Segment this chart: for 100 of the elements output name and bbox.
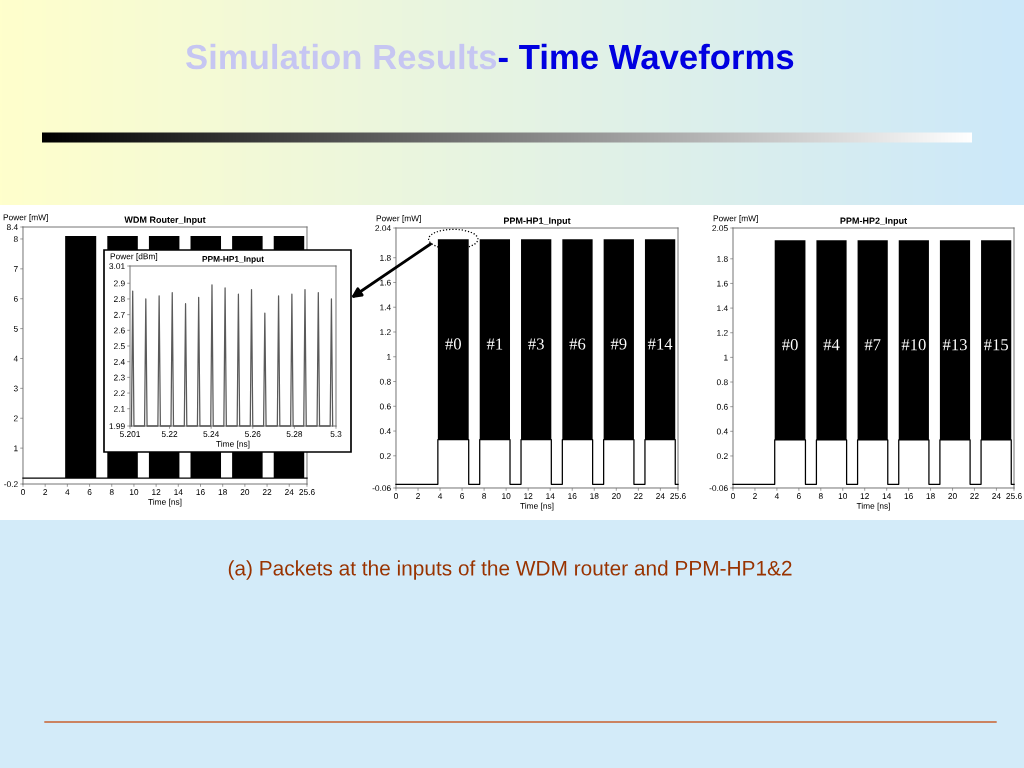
- x-tick-label: 0: [394, 493, 398, 499]
- y-tick-label: 7: [13, 266, 18, 272]
- y-axis-title: Power [mW]: [713, 215, 758, 223]
- y-tick-label: 1: [724, 354, 728, 361]
- y-tick-label: 0.8: [716, 379, 728, 386]
- annotation: #10: [901, 339, 926, 351]
- y-tick-label: 2.05: [712, 225, 728, 232]
- x-tick-label: 25.6: [1006, 493, 1022, 499]
- x-tick-label: 2: [753, 493, 757, 499]
- x-tick-label: 20: [948, 493, 957, 499]
- x-tick-label: 4: [437, 493, 443, 499]
- x-tick-label: 14: [882, 493, 892, 499]
- y-tick-label: 1.4: [380, 304, 391, 311]
- annotation: #15: [983, 339, 1009, 351]
- x-tick-label: 10: [838, 493, 848, 499]
- y-tick-label: 0.8: [379, 378, 391, 385]
- y-tick-label: 1.4: [717, 305, 728, 312]
- y-tick-label: 2.8: [113, 296, 125, 303]
- y-tick-label: 1.2: [717, 329, 728, 336]
- x-tick-label: 16: [196, 489, 205, 495]
- annotation: #7: [864, 339, 881, 351]
- x-tick-label: 25.6: [299, 489, 315, 495]
- x-tick-label: 22: [634, 493, 643, 499]
- x-tick-label: 5.26: [244, 431, 261, 437]
- y-axis-title: Power [dBm]: [110, 253, 158, 261]
- x-tick-label: 5.24: [203, 431, 220, 437]
- x-tick-label: 5.22: [161, 431, 178, 437]
- y-tick-label: 0.6: [379, 403, 391, 410]
- chart-title: WDM Router_Input: [124, 216, 206, 225]
- y-tick-label: 1.6: [717, 280, 728, 287]
- y-tick-label: 2: [13, 415, 18, 422]
- x-tick-label: 6: [796, 493, 801, 499]
- x-tick-label: 20: [612, 493, 621, 499]
- y-tick-label: 2.6: [113, 327, 125, 334]
- y-tick-label: 1.8: [717, 256, 728, 262]
- x-tick-label: 22: [970, 493, 979, 499]
- y-tick-label: -0.06: [709, 485, 728, 492]
- y-tick-label: 1.8: [380, 254, 391, 261]
- x-tick-label: 6: [460, 493, 465, 499]
- annotation: #6: [569, 338, 586, 350]
- y-tick-label: 3: [13, 385, 18, 392]
- text: - Time Waveforms: [498, 43, 794, 70]
- x-tick-label: 12: [860, 493, 869, 499]
- y-tick-label: 0.2: [716, 453, 728, 460]
- x-tick-label: 24: [656, 493, 665, 499]
- y-tick-label: 0.2: [379, 453, 391, 459]
- y-tick-label: 0.4: [379, 428, 391, 435]
- y-tick-label: 3.01: [109, 263, 125, 270]
- y-tick-label: -0.2: [4, 481, 18, 488]
- x-tick-label: 2: [43, 489, 48, 495]
- y-tick-label: 2.4: [113, 358, 125, 365]
- text: (a) Packets at the inputs of the WDM router and PPM-HP1&2: [228, 560, 792, 580]
- y-tick-label: 1: [14, 445, 18, 452]
- x-axis-title: Time [ns]: [856, 502, 890, 511]
- y-tick-label: 4: [13, 355, 18, 362]
- y-tick-label: 8.4: [6, 224, 18, 231]
- y-tick-label: 2.2: [113, 390, 125, 397]
- y-tick-label: 2.3: [113, 374, 125, 381]
- y-tick-label: 5: [13, 325, 18, 332]
- chart-title: PPM-HP1_Input: [202, 256, 264, 264]
- x-axis-title: Time [ns]: [148, 498, 182, 507]
- y-tick-label: -0.06: [372, 485, 391, 492]
- y-tick-label: 2.9: [113, 280, 125, 287]
- y-tick-label: 2.5: [113, 343, 125, 350]
- x-tick-label: 0: [21, 489, 25, 495]
- x-tick-label: 22: [262, 489, 272, 495]
- x-tick-label: 0: [731, 493, 735, 499]
- x-tick-label: 20: [240, 489, 250, 495]
- annotation: #0: [782, 339, 798, 351]
- y-tick-label: 2.04: [375, 225, 391, 232]
- x-tick-label: 5.201: [119, 431, 141, 437]
- x-tick-label: 2: [416, 493, 420, 499]
- x-tick-label: 10: [502, 493, 511, 499]
- x-tick-label: 8: [818, 493, 823, 499]
- x-tick-label: 18: [926, 493, 935, 499]
- x-tick-label: 25.6: [670, 493, 686, 499]
- chart-title: PPM-HP1_Input: [504, 217, 571, 226]
- annotation: #13: [942, 339, 967, 351]
- y-axis-title: Power [mW]: [3, 214, 48, 222]
- x-tick-label: 8: [482, 493, 487, 499]
- y-tick-label: 8: [13, 236, 18, 243]
- annotation: #14: [647, 338, 673, 350]
- x-tick-label: 18: [218, 489, 227, 495]
- x-tick-label: 10: [129, 489, 139, 495]
- annotation: #9: [610, 338, 627, 350]
- x-tick-label: 12: [524, 493, 533, 499]
- y-tick-label: 0.4: [716, 428, 728, 435]
- y-tick-label: 6: [13, 295, 18, 302]
- chart-title: PPM-HP2_Input: [840, 217, 907, 226]
- y-tick-label: 0.6: [716, 403, 728, 410]
- x-tick-label: 5.3: [330, 431, 342, 437]
- x-tick-label: 6: [87, 489, 92, 495]
- x-tick-label: 14: [174, 489, 183, 495]
- x-tick-label: 24: [285, 489, 294, 495]
- x-tick-label: 16: [568, 493, 577, 499]
- annotation: #0: [445, 338, 461, 350]
- y-tick-label: 1.2: [380, 329, 391, 336]
- annotation: #3: [528, 338, 544, 350]
- y-tick-label: 2.7: [113, 311, 125, 318]
- y-tick-label: 1: [387, 354, 391, 360]
